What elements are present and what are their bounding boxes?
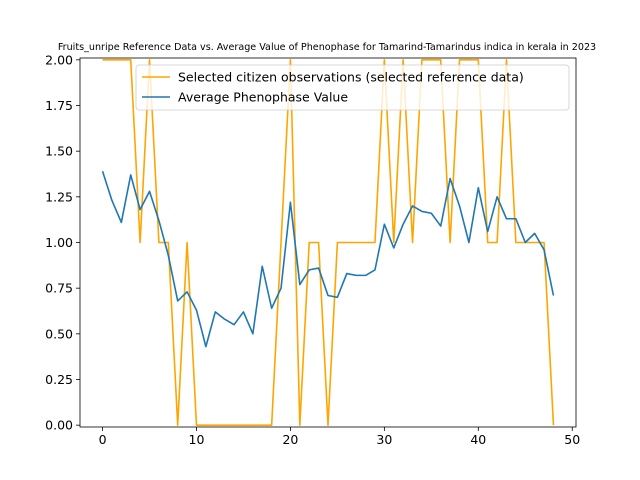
y-tick-label: 1.50 — [45, 144, 73, 159]
legend-label-2: Average Phenophase Value — [178, 90, 348, 105]
x-tick-label: 10 — [189, 432, 205, 447]
y-tick-label: 0.75 — [45, 281, 73, 296]
series-line-2 — [101, 171, 555, 348]
legend: Selected citizen observations (selected … — [135, 64, 570, 111]
x-axis: 0 10 20 30 40 50 — [99, 427, 580, 447]
y-tick-label: 1.25 — [45, 189, 73, 204]
x-tick-label: 20 — [282, 432, 298, 447]
y-axis: 0.00 0.25 0.50 0.75 1.00 1.25 1.50 1.75 2.00 — [45, 52, 80, 433]
chart-title: Fruits_unripe Reference Data vs. Average… — [58, 42, 596, 53]
legend-label-1: Selected citizen observations (selected … — [178, 70, 524, 85]
x-tick-label: 50 — [564, 432, 580, 447]
x-tick-label: 30 — [376, 432, 392, 447]
plot-frame — [79, 57, 577, 428]
legend-box — [135, 64, 570, 111]
x-tick-label: 40 — [470, 432, 486, 447]
y-tick-label: 1.00 — [45, 235, 73, 250]
y-tick-label: 2.00 — [45, 52, 73, 67]
series-line-1 — [102, 59, 555, 426]
x-tick-label: 0 — [99, 432, 107, 447]
y-tick-label: 0.50 — [45, 326, 73, 341]
y-tick-label: 0.00 — [45, 418, 73, 433]
plot-area — [101, 59, 555, 426]
y-tick-label: 0.25 — [45, 372, 73, 387]
y-tick-label: 1.75 — [45, 98, 73, 113]
